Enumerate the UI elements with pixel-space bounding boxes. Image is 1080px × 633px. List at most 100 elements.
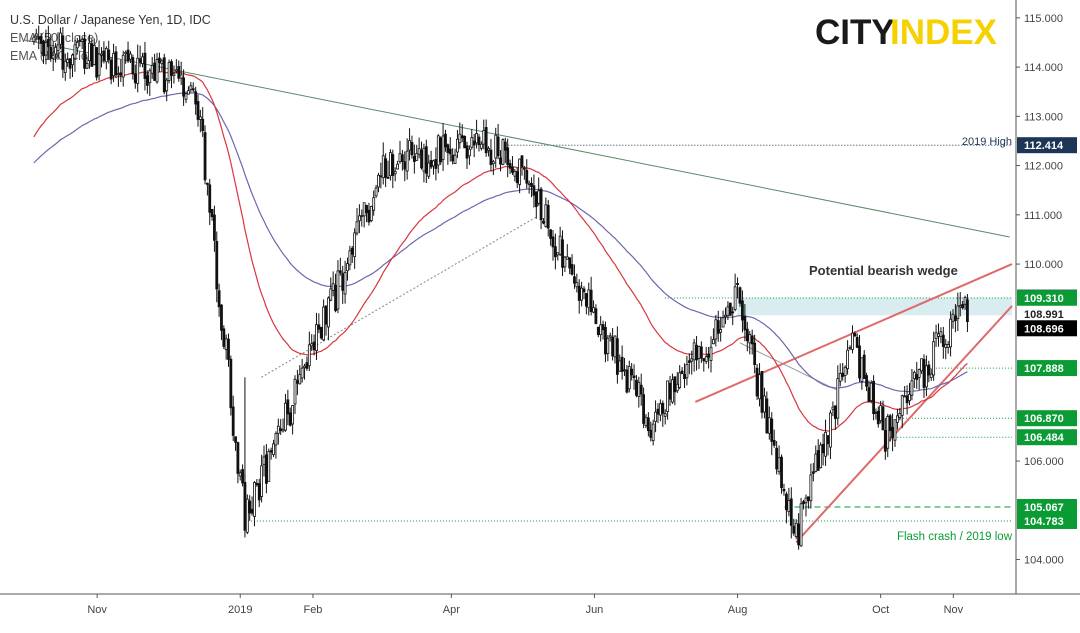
candle-body (736, 283, 739, 285)
zone-layer (737, 297, 1012, 316)
candle-body (925, 365, 928, 388)
price-label-text: 104.783 (1024, 516, 1064, 528)
candle-body (649, 429, 653, 438)
candle-body (136, 57, 140, 84)
candle-body (780, 456, 783, 489)
candle-body (405, 150, 409, 172)
candle-body (518, 158, 522, 185)
candle-body (888, 415, 892, 432)
candle-body (49, 46, 53, 59)
candle-body (85, 62, 89, 69)
price-label-box (1017, 290, 1077, 307)
candle-body (611, 337, 614, 357)
candle-body (295, 380, 299, 384)
candle-body (220, 304, 223, 331)
candle-body (182, 77, 185, 97)
candle-body (396, 163, 399, 170)
candle-body (816, 450, 820, 471)
candle-body (153, 62, 157, 81)
candle-body (133, 73, 137, 84)
candle-body (765, 398, 769, 434)
candle-body (97, 53, 101, 76)
candle-body (673, 376, 677, 393)
candle-body (487, 148, 490, 151)
candle-body (511, 166, 514, 173)
candle-body (415, 152, 419, 161)
candle-body (869, 382, 873, 401)
candle-body (194, 91, 198, 105)
ema50-line (33, 70, 968, 432)
candle-body (410, 142, 414, 156)
candle-body (573, 276, 576, 284)
candle-body (160, 60, 164, 65)
candle-body (234, 436, 237, 443)
candle-body (501, 139, 505, 165)
candle-body (905, 395, 909, 404)
candle-body (551, 236, 555, 248)
candle-body (208, 184, 212, 213)
candle-body (883, 430, 887, 452)
candle-body (797, 523, 801, 546)
candle-body (785, 493, 788, 511)
candle-body (582, 288, 586, 293)
candle-body (522, 167, 526, 170)
candle-body (269, 450, 273, 453)
candle-body (525, 169, 529, 184)
candle-body (217, 290, 221, 308)
candle-body (179, 74, 183, 79)
candle-body (814, 453, 818, 472)
candle-body (910, 380, 914, 396)
candle-body (615, 338, 619, 375)
candle-body (527, 182, 531, 185)
candle-body (319, 326, 323, 339)
candle-body (59, 32, 62, 45)
candle-body (210, 208, 214, 218)
candle-body (300, 367, 304, 379)
candle-body (807, 496, 810, 501)
candle-body (836, 378, 840, 419)
candle-body (365, 205, 368, 213)
candle-body (360, 215, 364, 217)
candle-body (436, 135, 440, 166)
candle-body (274, 433, 278, 446)
candle-body (685, 363, 689, 379)
candle-body (587, 289, 591, 309)
candle-body (158, 57, 161, 64)
candle-body (104, 48, 108, 63)
y-tick-label: 114.000 (1024, 62, 1063, 74)
candle-body (312, 341, 316, 351)
candle-body (738, 287, 742, 304)
candle-body (750, 335, 754, 345)
candle-body (855, 337, 859, 348)
candle-body (114, 51, 118, 76)
candle-body (317, 324, 321, 330)
candle-body (886, 416, 890, 449)
candle-body (224, 338, 228, 350)
candle-body (951, 313, 955, 322)
candle-body (203, 132, 207, 181)
candle-body (444, 133, 447, 148)
candle-body (503, 141, 507, 151)
candle-body (865, 375, 868, 387)
candle-body (75, 41, 79, 49)
candle-body (838, 372, 842, 382)
candle-body (116, 73, 120, 76)
candle-body (100, 53, 103, 56)
candles-layer (32, 25, 969, 550)
candle-body (177, 66, 181, 79)
candle-body (44, 42, 48, 56)
candle-body (143, 52, 147, 79)
candle-body (121, 54, 125, 78)
candle-body (196, 101, 200, 120)
candle-body (601, 324, 605, 331)
candle-body (303, 365, 306, 368)
candle-body (833, 405, 837, 419)
candle-body (95, 47, 99, 78)
wedge-lower-line (795, 305, 1013, 543)
candle-body (900, 395, 904, 416)
candle-body (690, 358, 694, 362)
candle-body (922, 359, 926, 388)
candle-body (260, 465, 264, 497)
candle-body (465, 145, 469, 159)
